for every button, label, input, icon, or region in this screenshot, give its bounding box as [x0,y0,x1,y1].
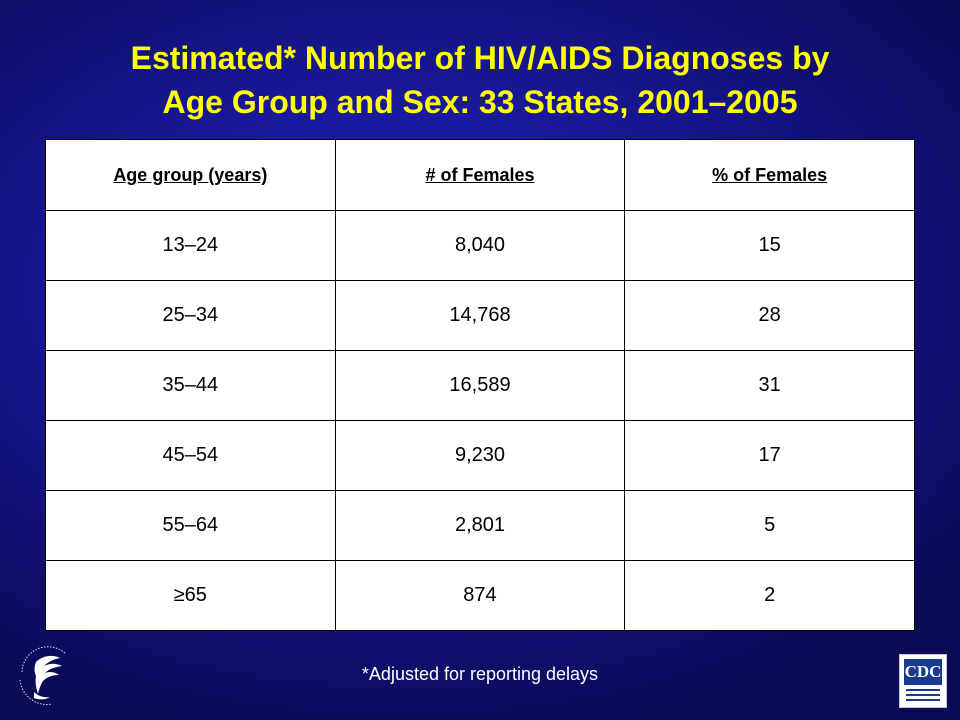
title-line-1: Estimated* Number of HIV/AIDS Diagnoses … [130,40,830,76]
cell-pct-females: 5 [624,490,915,561]
cell-age-group: 45–54 [45,420,336,491]
cdc-logo: CDC [899,654,947,708]
cell-pct-females: 28 [624,280,915,351]
table-row: ≥65 874 2 [45,560,915,631]
cell-pct-females: 15 [624,210,915,281]
cell-pct-females: 17 [624,420,915,491]
cdc-logo-text: CDC [904,659,942,685]
cell-age-group: 13–24 [45,210,336,281]
footnote: *Adjusted for reporting delays [361,664,599,684]
header-num-females: # of Females [334,139,626,211]
cell-pct-females: 31 [624,350,915,421]
cell-age-group: 25–34 [45,280,336,351]
cell-age-group: 55–64 [45,490,336,561]
header-pct-females: % of Females [624,139,915,211]
table-row: 13–24 8,040 15 [45,210,915,281]
table-header-row: Age group (years) # of Females % of Fema… [45,139,915,211]
header-age-group: Age group (years) [45,139,336,211]
cell-num-females: 874 [334,560,626,631]
table-row: 25–34 14,768 28 [45,280,915,351]
table-row: 45–54 9,230 17 [45,420,915,491]
cell-num-females: 2,801 [334,490,626,561]
cell-pct-females: 2 [624,560,915,631]
hhs-eagle-seal-icon [19,646,67,705]
cell-age-group: 35–44 [45,350,336,421]
cell-num-females: 16,589 [334,350,626,421]
cdc-logo-tagline-lines [906,689,940,704]
cell-num-females: 8,040 [334,210,626,281]
cell-num-females: 14,768 [334,280,626,351]
diagnoses-table: Age group (years) # of Females % of Fema… [45,139,915,631]
table-row: 35–44 16,589 31 [45,350,915,421]
table-row: 55–64 2,801 5 [45,490,915,561]
title-line-2: Age Group and Sex: 33 States, 2001–2005 [162,84,798,120]
cell-num-females: 9,230 [334,420,626,491]
slide-title: Estimated* Number of HIV/AIDS Diagnoses … [0,36,960,124]
cell-age-group: ≥65 [45,560,336,631]
